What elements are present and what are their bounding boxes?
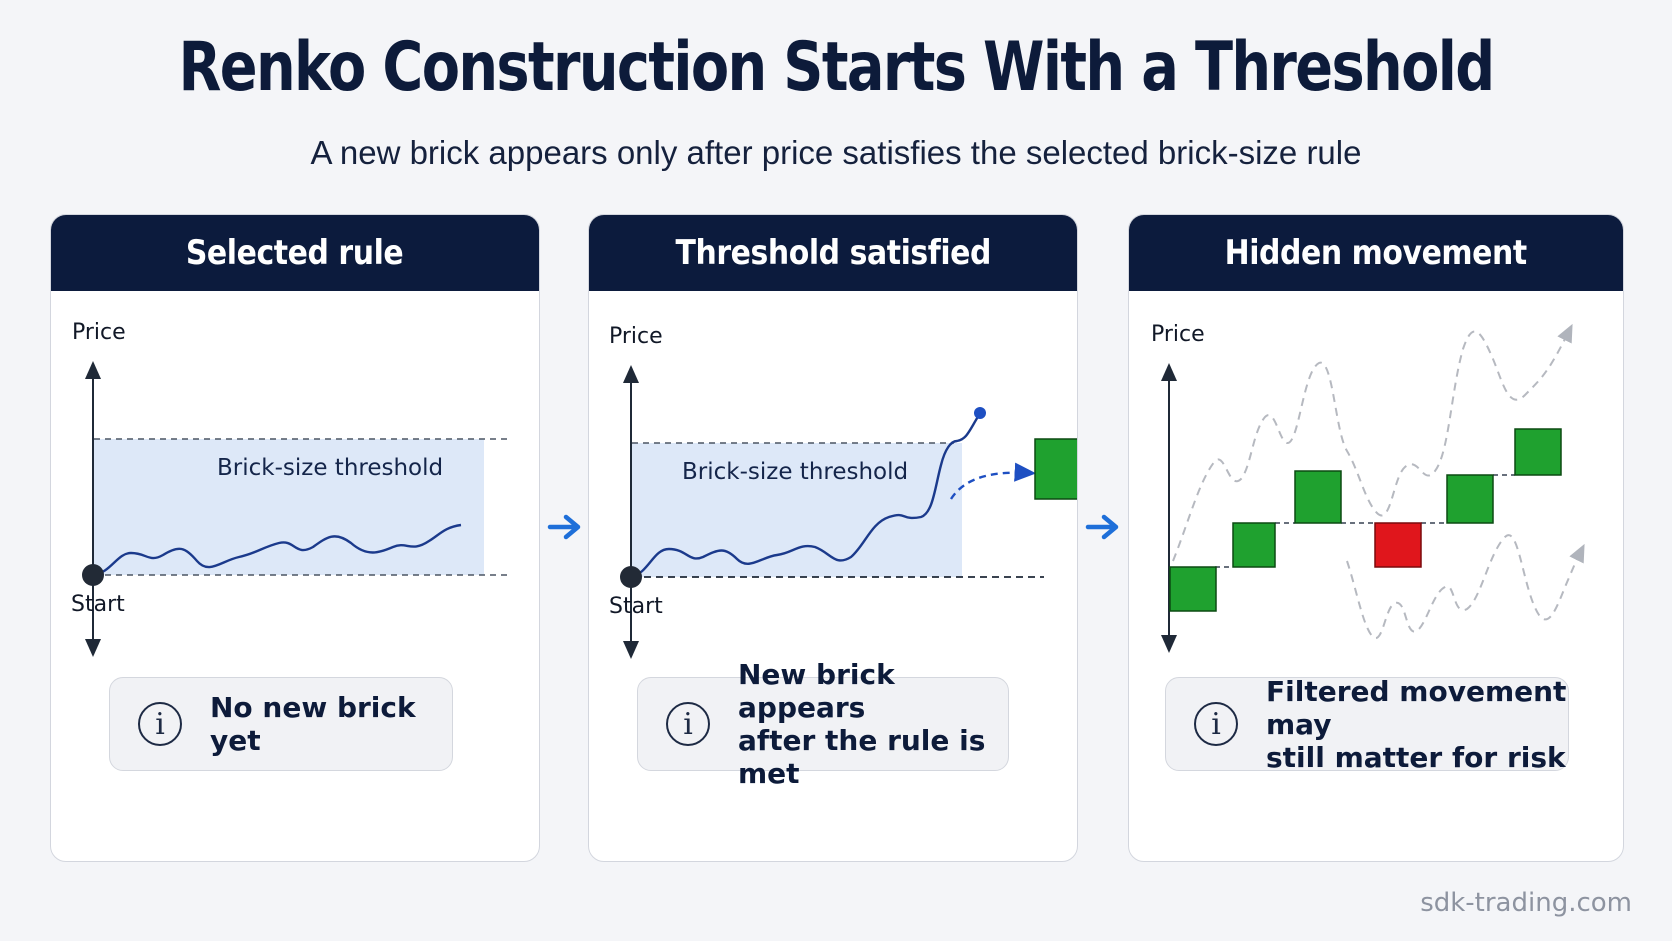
down-brick bbox=[1374, 522, 1422, 568]
start-label: Start bbox=[71, 592, 125, 617]
info-box: i Filtered movement may still matter for… bbox=[1165, 674, 1569, 774]
arrow-right-icon bbox=[547, 514, 581, 540]
watermark: sdk-trading.com bbox=[1420, 888, 1632, 918]
panel-header-label: Selected rule bbox=[186, 233, 404, 273]
y-axis-label: Price bbox=[609, 324, 663, 349]
renko-diagram: Price bbox=[1151, 322, 1585, 653]
y-axis-label: Price bbox=[1151, 322, 1205, 347]
panel-header-label: Threshold satisfied bbox=[675, 233, 991, 273]
info-box: i No new brick yet bbox=[109, 677, 453, 771]
start-point bbox=[82, 564, 104, 586]
price-line bbox=[92, 523, 462, 577]
threshold-diagram: Price Brick-size threshold Start bbox=[71, 320, 509, 657]
threshold-band-label: Brick-size threshold bbox=[682, 459, 908, 485]
panel-header: Threshold satisfied bbox=[589, 215, 1077, 291]
up-brick bbox=[1446, 474, 1494, 524]
threshold-band-label: Brick-size threshold bbox=[217, 455, 443, 481]
info-text: New brick appears after the rule is met bbox=[738, 658, 986, 790]
info-box: i New brick appears after the rule is me… bbox=[637, 658, 1009, 790]
info-text: No new brick yet bbox=[210, 691, 416, 757]
panel-header-label: Hidden movement bbox=[1224, 233, 1528, 273]
brick-trigger-arrow bbox=[949, 462, 1037, 500]
panel-header: Selected rule bbox=[51, 215, 539, 291]
up-brick bbox=[1232, 522, 1276, 568]
info-icon: i bbox=[1194, 702, 1238, 746]
page-subtitle: A new brick appears only after price sat… bbox=[310, 134, 1362, 171]
panel-threshold-satisfied: Threshold satisfied Price Brick-size thr… bbox=[588, 214, 1078, 862]
page-title: Renko Construction Starts With a Thresho… bbox=[178, 28, 1496, 107]
price-line bbox=[630, 414, 981, 579]
start-label: Start bbox=[609, 594, 663, 619]
info-icon: i bbox=[666, 702, 710, 746]
up-brick bbox=[1294, 470, 1342, 524]
hidden-movement-path-low bbox=[1346, 534, 1585, 639]
info-text: Filtered movement may still matter for r… bbox=[1266, 674, 1567, 774]
panel-hidden-movement: Hidden movement Price i Filter bbox=[1128, 214, 1624, 862]
panel-header: Hidden movement bbox=[1129, 215, 1623, 291]
y-axis-label: Price bbox=[72, 320, 126, 345]
threshold-diagram: Price Brick-size threshold Start bbox=[609, 324, 1077, 659]
hidden-movement-path bbox=[1172, 323, 1573, 562]
up-brick bbox=[1514, 428, 1562, 476]
new-brick bbox=[1034, 438, 1077, 500]
up-brick bbox=[1169, 566, 1217, 612]
price-endpoint bbox=[974, 407, 986, 419]
panel-selected-rule: Selected rule Price Brick-size threshold… bbox=[50, 214, 540, 862]
arrow-right-icon bbox=[1085, 514, 1119, 540]
info-icon: i bbox=[138, 702, 182, 746]
start-point bbox=[620, 566, 642, 588]
threshold-band bbox=[94, 439, 484, 575]
